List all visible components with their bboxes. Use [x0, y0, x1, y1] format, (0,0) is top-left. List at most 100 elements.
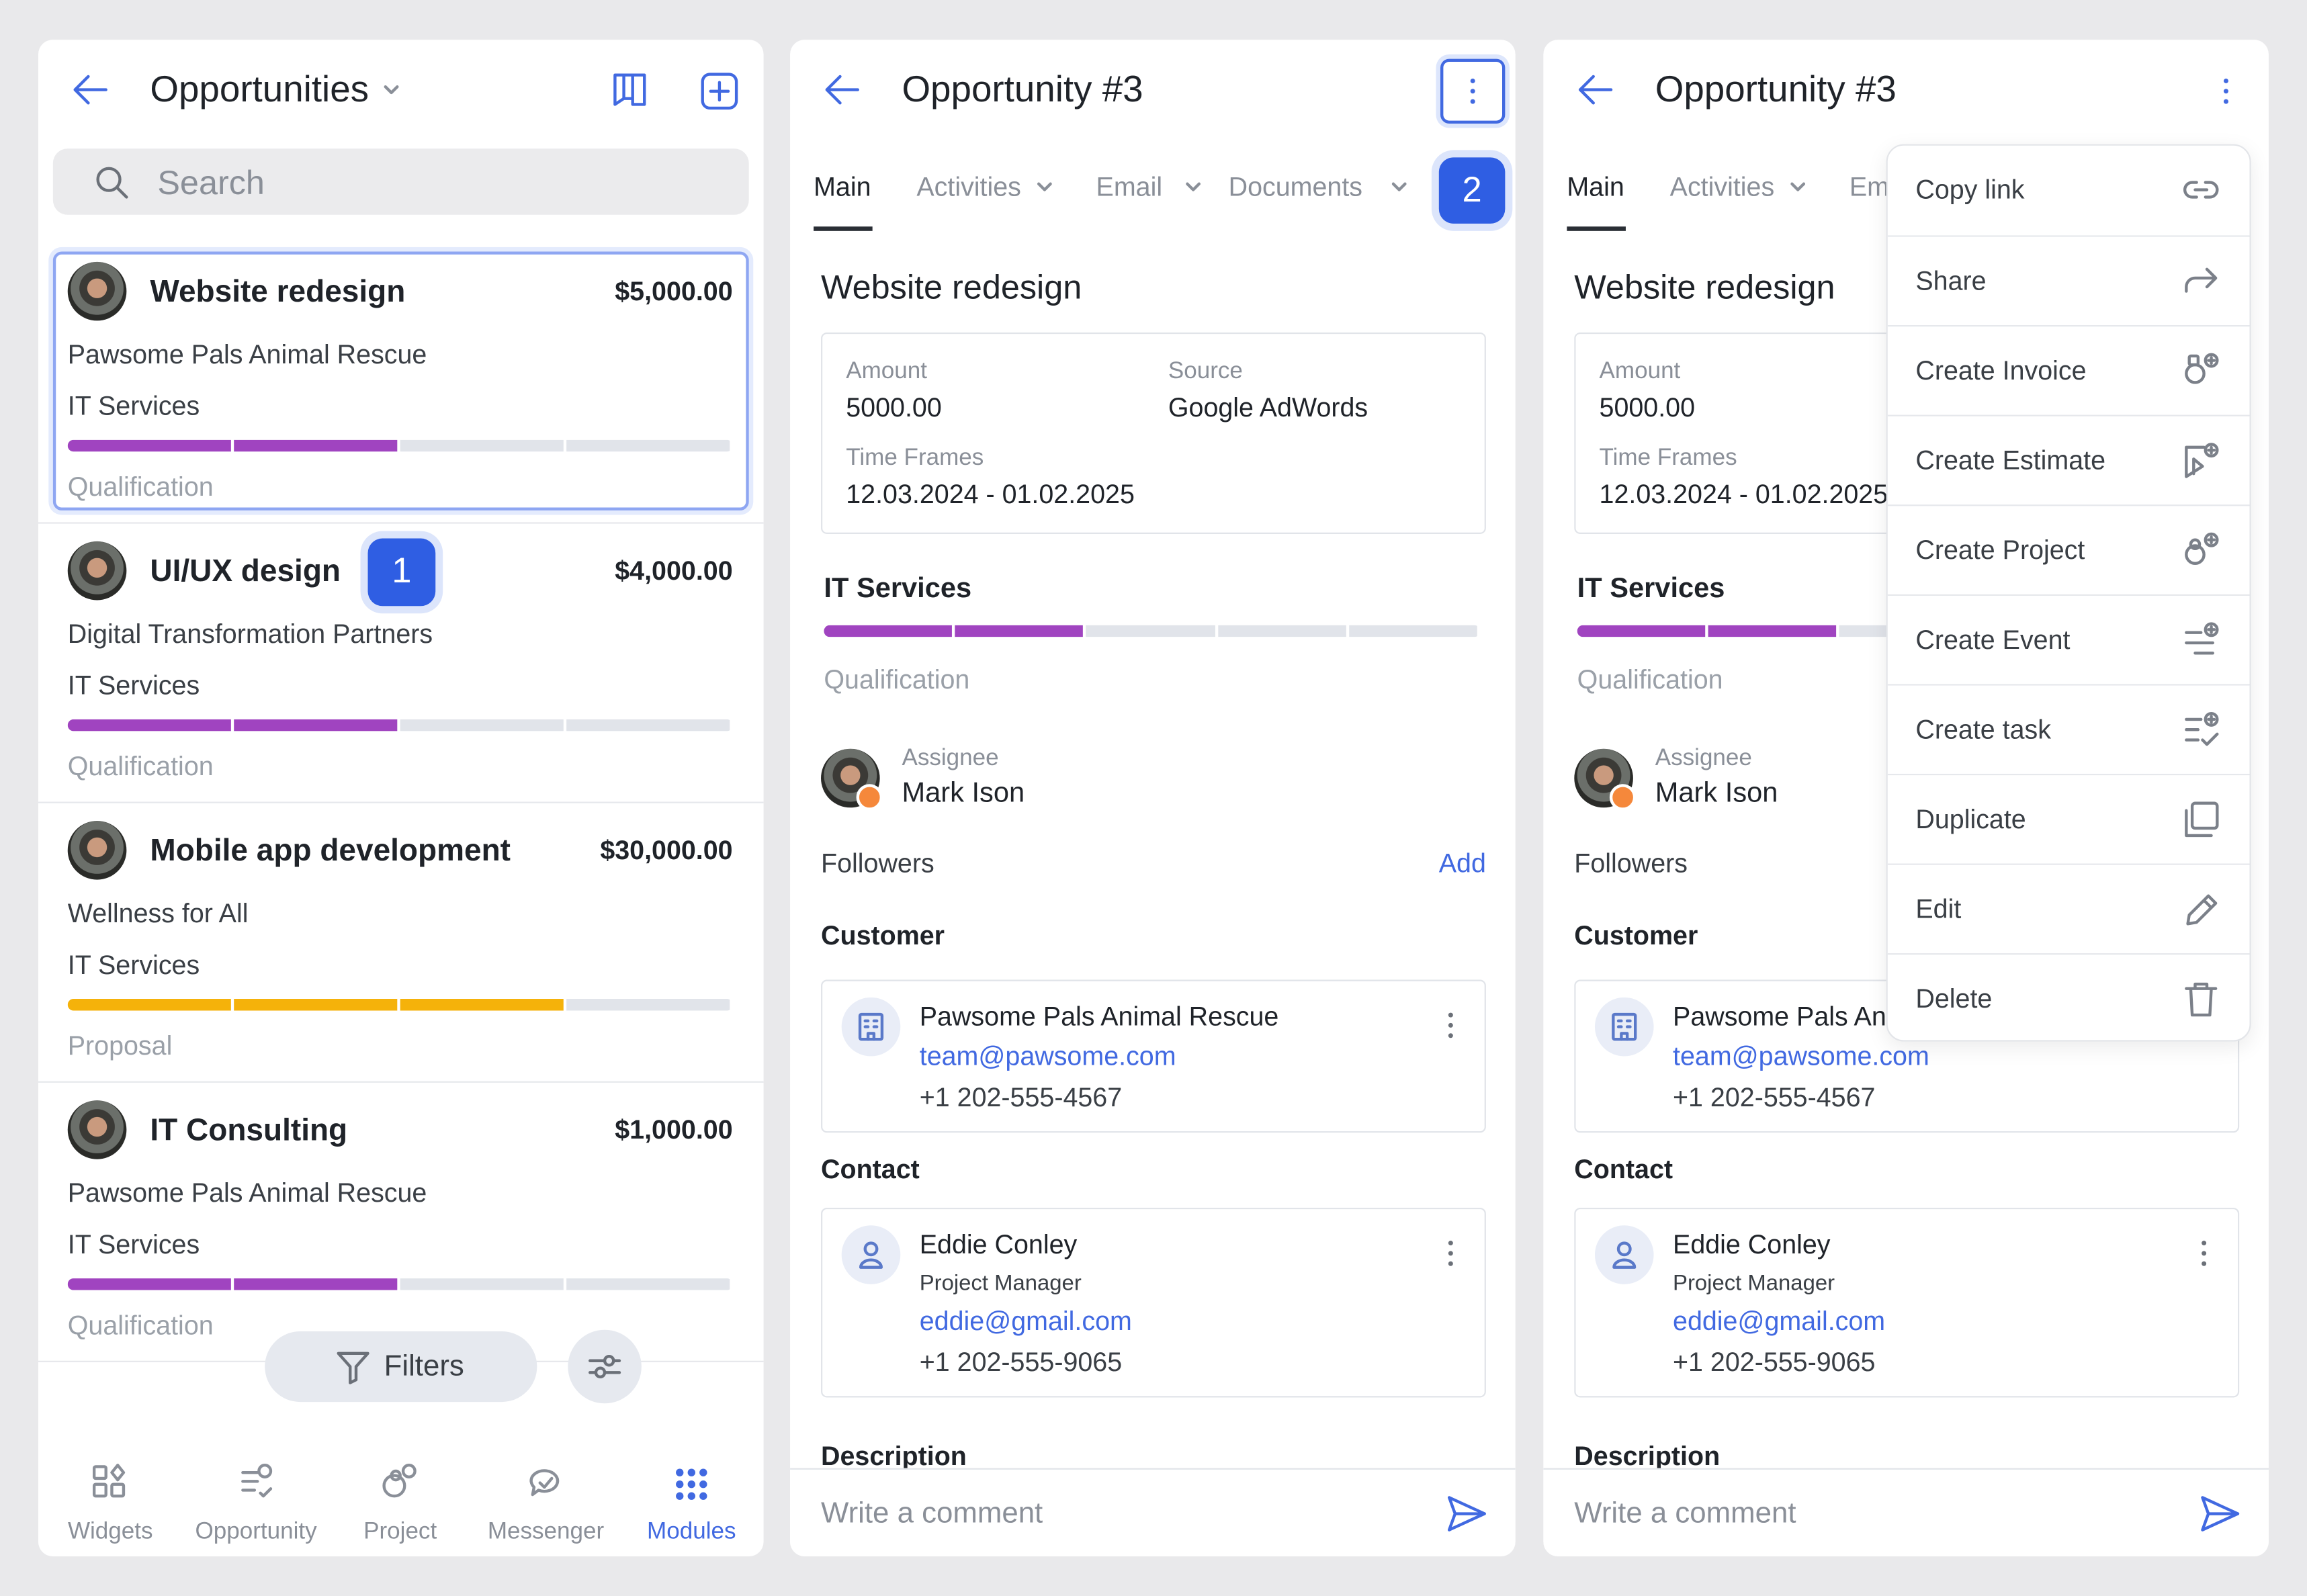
send-button[interactable]: [2200, 1495, 2240, 1533]
more-menu: Copy link Share Create Invoice Create Estim…: [1886, 144, 2251, 1042]
item-amount: $30,000.00: [600, 834, 733, 864]
menu-label: Delete: [1915, 983, 1993, 1013]
nav-icon[interactable]: [381, 1464, 419, 1502]
progress-segment: [566, 1278, 730, 1290]
more-button[interactable]: [1440, 58, 1506, 124]
followers-label: Followers: [821, 848, 934, 878]
menu-item[interactable]: Delete: [1887, 953, 2250, 1040]
progress-segment: [400, 1278, 564, 1290]
search-box[interactable]: Search: [52, 148, 749, 215]
nav-label[interactable]: Project: [363, 1519, 437, 1544]
menu-icon: [2183, 181, 2219, 199]
menu-item[interactable]: Create Project: [1887, 504, 2250, 594]
menu-item[interactable]: Create Estimate: [1887, 414, 2250, 505]
separator: [38, 1081, 764, 1083]
tab[interactable]: Activities: [1669, 171, 1775, 201]
progress-segment: [67, 1278, 231, 1290]
tab-chevron: [1186, 182, 1201, 191]
progress-segment: [67, 999, 231, 1011]
contact-more[interactable]: [2200, 1239, 2208, 1268]
add-button[interactable]: [700, 72, 738, 110]
opportunity-item[interactable]: UI/UX design $4,000.00 Digital Transformat…: [38, 531, 764, 802]
add-followers[interactable]: Add: [1438, 848, 1486, 878]
category: IT Services: [1577, 573, 1725, 604]
menu-label: Create Estimate: [1915, 445, 2106, 475]
menu-item[interactable]: Share: [1887, 235, 2250, 325]
assignee-name: Mark Ison: [1655, 777, 1778, 809]
tab-chevron: [1037, 182, 1052, 191]
search-placeholder: Search: [157, 162, 265, 201]
progress-segment: [234, 1278, 398, 1290]
nav-label[interactable]: Opportunity: [195, 1519, 317, 1544]
send-button[interactable]: [1446, 1495, 1487, 1533]
back-button[interactable]: [1575, 72, 1614, 107]
tab[interactable]: Main: [1567, 171, 1624, 201]
back-button[interactable]: [71, 72, 109, 107]
comment-input[interactable]: Write a comment: [821, 1497, 1043, 1530]
nav-label[interactable]: Widgets: [67, 1519, 153, 1544]
nav-label[interactable]: Modules: [647, 1519, 736, 1544]
menu-item[interactable]: Duplicate: [1887, 773, 2250, 864]
menu-label: Create Event: [1915, 624, 2071, 654]
menu-item[interactable]: Create Event: [1887, 594, 2250, 684]
item-stage: Proposal: [67, 1030, 173, 1060]
contact-phone: +1 202-555-9065: [919, 1346, 1123, 1376]
tab-underline: [1567, 226, 1626, 231]
nav-icon[interactable]: [527, 1464, 565, 1502]
nav-icon[interactable]: [237, 1464, 275, 1502]
contact-email[interactable]: eddie@gmail.com: [919, 1305, 1132, 1335]
customer-more[interactable]: [1446, 1011, 1455, 1040]
contact-more[interactable]: [1446, 1239, 1455, 1268]
menu-item[interactable]: Copy link: [1888, 146, 2250, 236]
tab-chevron: [1790, 182, 1806, 191]
item-category: IT Services: [67, 670, 200, 700]
description-label: Description: [1574, 1441, 1721, 1470]
board-view-button[interactable]: [612, 72, 648, 107]
menu-label: Copy link: [1915, 174, 2025, 204]
filters-button[interactable]: Filters: [265, 1331, 537, 1403]
tab[interactable]: Email: [1096, 171, 1163, 201]
progress-bar: [824, 625, 1480, 637]
progress-segment: [1708, 625, 1837, 637]
opportunity-item[interactable]: Website redesign $5,000.00 Pawsome Pals An…: [38, 251, 764, 522]
nav-icon[interactable]: [674, 1468, 709, 1501]
menu-icon: [2185, 532, 2219, 565]
settings-button[interactable]: [568, 1329, 642, 1404]
progress-bar: [67, 1278, 733, 1290]
contact-icon: [1594, 1225, 1654, 1284]
tab[interactable]: Documents: [1228, 171, 1363, 201]
comment-bar: Write a comment: [790, 1468, 1516, 1557]
menu-item[interactable]: Create task: [1887, 684, 2250, 774]
progress-segment: [566, 719, 730, 732]
menu-label: Create Project: [1915, 535, 2085, 564]
screen-title[interactable]: Opportunities: [150, 68, 369, 110]
comment-input[interactable]: Write a comment: [1574, 1497, 1796, 1530]
customer-email[interactable]: team@pawsome.com: [1673, 1040, 1929, 1071]
opportunity-item[interactable]: IT Consulting $1,000.00 Pawsome Pals Anima…: [38, 1090, 764, 1361]
more-icon: [2223, 78, 2228, 104]
person-icon: [1612, 1241, 1637, 1269]
item-amount: $1,000.00: [615, 1114, 733, 1144]
tab[interactable]: Activities: [916, 171, 1021, 201]
menu-icon: [2185, 801, 2219, 838]
stage: Qualification: [824, 664, 970, 694]
contact-email[interactable]: eddie@gmail.com: [1673, 1305, 1886, 1335]
customer-email[interactable]: team@pawsome.com: [919, 1040, 1176, 1071]
contact-card: Eddie Conley Project Manager eddie@gmail.c…: [821, 1207, 1486, 1398]
menu-icon: [2185, 711, 2219, 746]
tab[interactable]: Main: [814, 171, 871, 201]
nav-icon[interactable]: [91, 1464, 130, 1502]
item-title: Website redesign: [150, 274, 406, 308]
item-category: IT Services: [67, 1229, 200, 1259]
nav-label[interactable]: Messenger: [487, 1519, 605, 1544]
menu-item[interactable]: Create Invoice: [1887, 324, 2250, 415]
more-button[interactable]: [2193, 59, 2258, 124]
back-button[interactable]: [822, 72, 861, 107]
title-dropdown[interactable]: [382, 83, 403, 97]
menu-item[interactable]: Edit: [1887, 863, 2250, 954]
opportunity-item[interactable]: Mobile app development $30,000.00 Wellness…: [38, 811, 764, 1081]
customer-label: Customer: [1574, 920, 1698, 950]
contact-phone: +1 202-555-9065: [1673, 1346, 1876, 1376]
screen-title: Opportunity #3: [902, 68, 1143, 110]
